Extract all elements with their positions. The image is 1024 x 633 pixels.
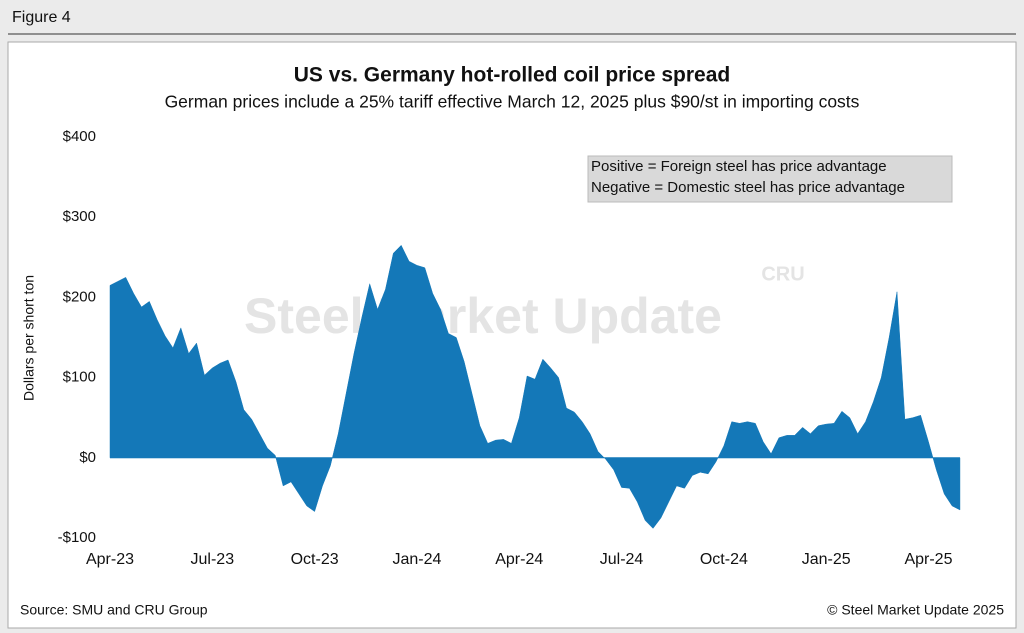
panel bbox=[7, 41, 1017, 629]
legend-box bbox=[587, 155, 953, 203]
x-tick-label: Jan-24 bbox=[392, 551, 441, 568]
y-tick-label: -$100 bbox=[58, 529, 96, 546]
x-tick-label: Jan-25 bbox=[802, 551, 851, 568]
y-tick-label: $0 bbox=[79, 449, 96, 466]
y-tick-label: $400 bbox=[63, 128, 96, 145]
y-tick-label: $200 bbox=[63, 288, 96, 305]
copyright: © Steel Market Update 2025 bbox=[827, 602, 1004, 618]
figure-label: Figure 4 bbox=[12, 9, 71, 26]
y-tick-label: $300 bbox=[63, 208, 96, 225]
chart-subtitle: German prices include a 25% tariff effec… bbox=[165, 92, 860, 112]
x-tick-label: Jul-23 bbox=[191, 551, 235, 568]
y-tick-label: $100 bbox=[63, 369, 96, 386]
x-tick-label: Oct-23 bbox=[291, 551, 339, 568]
chart-title: US vs. Germany hot-rolled coil price spr… bbox=[294, 64, 730, 87]
annotation: Positive = Foreign steel has price advan… bbox=[591, 158, 887, 175]
x-tick-label: Apr-23 bbox=[86, 551, 134, 568]
y-axis-label: Dollars per short ton bbox=[21, 275, 37, 401]
x-tick-label: Apr-24 bbox=[495, 551, 543, 568]
x-tick-label: Apr-25 bbox=[904, 551, 952, 568]
source: Source: SMU and CRU Group bbox=[20, 602, 208, 618]
annotation: Negative = Domestic steel has price adva… bbox=[591, 179, 905, 196]
x-tick-label: Oct-24 bbox=[700, 551, 748, 568]
x-tick-label: Jul-24 bbox=[600, 551, 644, 568]
watermark: Steel Market Update bbox=[244, 288, 722, 344]
watermark-logo: CRU bbox=[761, 263, 804, 285]
